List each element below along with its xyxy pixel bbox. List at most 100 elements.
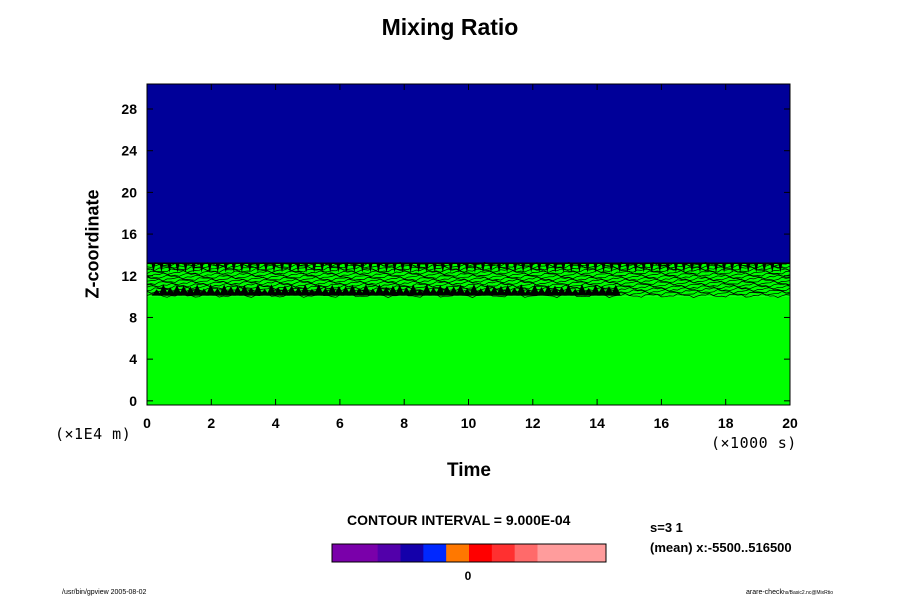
contour-blob	[271, 263, 276, 273]
contour-blob	[293, 286, 304, 296]
contour-blob	[489, 286, 500, 296]
contour-blob	[320, 287, 331, 296]
x-tick-label: 10	[461, 415, 477, 431]
contour-blob	[545, 263, 550, 273]
contour-blob	[159, 263, 164, 273]
colorbar-frame	[331, 543, 607, 563]
contour-blob	[416, 263, 421, 273]
contour-blob	[543, 285, 554, 296]
x-tick-label: 12	[525, 415, 541, 431]
contour-blob	[286, 285, 297, 296]
contour-blob	[367, 288, 378, 296]
contour-blob	[178, 285, 189, 296]
colorbar-segment	[514, 544, 538, 562]
contour-blob	[577, 263, 582, 273]
colorbar-segment	[446, 544, 470, 562]
contour-blob	[360, 263, 365, 273]
field-region-0	[147, 296, 790, 405]
contour-blob	[681, 263, 686, 273]
chart-title: Mixing Ratio	[381, 14, 519, 40]
contour-blob	[448, 286, 459, 296]
contour-blob	[673, 263, 678, 273]
contour-blob	[495, 285, 506, 296]
contour-blob	[475, 288, 486, 296]
contour-blob	[464, 263, 469, 273]
contour-blob	[327, 284, 338, 296]
y-tick-label: 28	[121, 101, 137, 117]
contour-blob	[561, 263, 566, 273]
contour-line	[146, 276, 791, 282]
contour-blob	[435, 284, 446, 296]
contour-blob	[340, 286, 351, 296]
contour-blob	[556, 286, 567, 296]
contour-line	[146, 286, 791, 292]
y-tick-label: 16	[121, 226, 137, 242]
y-axis-unit: (×1E4 m)	[55, 425, 132, 443]
footer-source-main: arare-check	[746, 589, 783, 596]
contour-blob	[553, 263, 558, 273]
contour-blob	[296, 263, 301, 273]
contour-blob	[313, 284, 324, 296]
colorbar	[331, 543, 607, 563]
y-tick-label: 8	[129, 309, 137, 325]
contour-blob	[441, 285, 452, 296]
colorbar-segment	[583, 544, 607, 562]
contour-blob	[352, 263, 357, 273]
contour-blob	[165, 287, 176, 296]
y-tick-label: 4	[129, 351, 137, 367]
colorbar-tick-label: 0	[464, 569, 472, 583]
y-tick-label: 24	[121, 143, 137, 159]
contour-blob	[625, 263, 630, 273]
field-layer	[147, 84, 790, 405]
contour-blob	[505, 263, 510, 273]
contour-blob	[171, 285, 182, 296]
x-tick-label: 14	[589, 415, 605, 431]
colorbar-segment	[423, 544, 447, 562]
contour-blob	[255, 263, 260, 273]
contour-blob	[368, 263, 373, 273]
contour-blob	[374, 284, 385, 296]
contour-blob	[610, 284, 621, 296]
contour-blob	[421, 284, 432, 296]
contour-blob	[597, 286, 608, 296]
contour-blob	[502, 284, 513, 296]
x-axis-title: Time	[446, 460, 491, 481]
contour-blob	[392, 263, 397, 273]
contour-blob	[408, 284, 419, 296]
contour-blob	[603, 286, 614, 296]
contour-blob	[273, 286, 284, 296]
contour-blob	[448, 263, 453, 273]
stats-line-1: s=3 1	[650, 520, 683, 535]
contour-blob	[521, 263, 526, 273]
colorbar-segment	[354, 544, 379, 562]
contour-blob	[617, 263, 622, 273]
contour-blob	[569, 263, 574, 273]
contour-blob	[738, 263, 743, 273]
contour-blob	[185, 286, 196, 296]
contour-blob	[440, 263, 445, 273]
y-tick-label: 0	[129, 393, 137, 409]
y-tick-label: 12	[121, 268, 137, 284]
colorbar-segment	[332, 544, 356, 562]
contour-blob	[175, 263, 180, 273]
contour-line	[146, 268, 791, 273]
footer-source-sub: hs/Basic2.nc@MixRtio	[782, 590, 834, 596]
contour-blob	[529, 284, 540, 296]
contour-blob	[455, 284, 466, 296]
contour-blob	[354, 287, 365, 296]
contour-blob	[360, 284, 371, 296]
contour-blob	[246, 287, 257, 296]
contour-blob	[489, 263, 494, 273]
contour-blob	[706, 263, 711, 273]
contour-blob	[697, 263, 702, 273]
field-region-2	[147, 84, 790, 264]
contour-blob	[252, 284, 263, 296]
contour-blob	[312, 263, 317, 273]
contour-blob	[730, 263, 735, 273]
contour-blob	[462, 288, 473, 296]
contour-blob	[300, 284, 311, 296]
contour-blob	[320, 263, 325, 273]
contour-blob	[593, 263, 598, 273]
contour-blob	[192, 284, 203, 296]
